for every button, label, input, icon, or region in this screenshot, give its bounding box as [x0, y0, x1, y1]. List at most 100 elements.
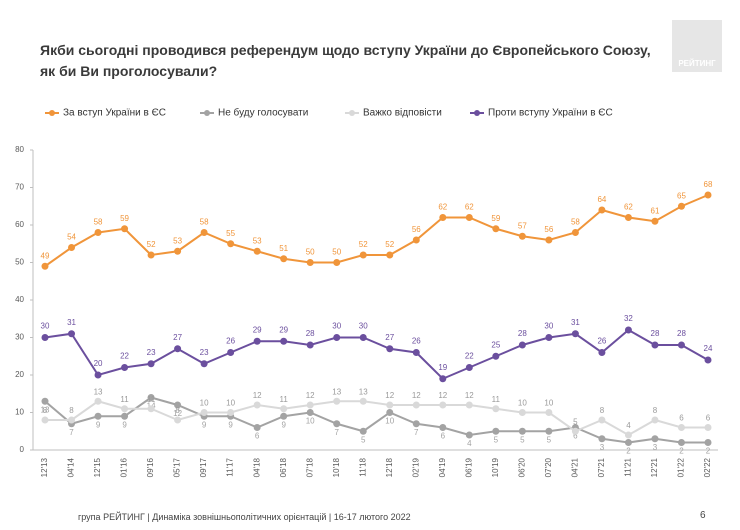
- data-label: 3: [600, 443, 605, 452]
- x-tick-label: 09'16: [146, 457, 155, 477]
- x-tick-label: 10'19: [491, 457, 500, 477]
- data-label: 6: [441, 432, 446, 441]
- data-label: 59: [491, 214, 500, 223]
- x-tick-label: 11'21: [624, 457, 633, 476]
- data-point: [333, 259, 341, 266]
- data-point: [571, 427, 579, 435]
- data-label: 5: [520, 435, 525, 444]
- data-label: 8: [600, 406, 605, 415]
- data-label: 9: [122, 420, 127, 429]
- data-point: [465, 401, 473, 409]
- data-point: [624, 214, 632, 221]
- data-point: [147, 360, 155, 368]
- x-tick-label: 06'19: [464, 457, 473, 477]
- y-tick-label: 40: [15, 295, 24, 304]
- data-point: [598, 206, 606, 214]
- data-label: 11: [492, 395, 501, 404]
- data-label: 13: [332, 387, 341, 396]
- x-tick-label: 12'13: [40, 457, 49, 477]
- data-point: [386, 409, 394, 416]
- data-point: [359, 397, 367, 405]
- data-label: 30: [41, 322, 50, 331]
- data-label: 58: [200, 218, 209, 227]
- data-point: [651, 435, 659, 443]
- data-label: 11: [120, 395, 129, 404]
- data-label: 68: [704, 180, 713, 189]
- data-label: 10: [226, 399, 235, 408]
- data-point: [147, 405, 155, 413]
- data-label: 53: [253, 236, 262, 245]
- x-tick-label: 06'18: [279, 457, 288, 477]
- x-tick-label: 02'19: [411, 457, 420, 477]
- data-label: 9: [202, 420, 207, 429]
- data-label: 50: [306, 248, 315, 257]
- data-point: [200, 360, 208, 368]
- data-point: [227, 409, 235, 416]
- data-label: 12: [253, 391, 262, 400]
- data-label: 10: [200, 399, 209, 408]
- data-point: [598, 416, 606, 424]
- data-label: 9: [281, 420, 286, 429]
- data-point: [280, 255, 288, 263]
- data-label: 19: [438, 363, 447, 372]
- x-tick-label: 05'17: [173, 457, 182, 477]
- data-point: [704, 191, 712, 199]
- data-label: 26: [412, 337, 421, 346]
- data-point: [651, 341, 659, 349]
- data-point: [253, 401, 261, 409]
- data-label: 6: [679, 414, 684, 423]
- data-point: [68, 244, 76, 251]
- data-label: 27: [385, 333, 394, 342]
- data-label: 28: [518, 329, 527, 338]
- data-point: [704, 356, 712, 364]
- y-tick-label: 0: [20, 445, 25, 454]
- data-label: 59: [120, 214, 129, 223]
- data-point: [94, 229, 102, 236]
- data-point: [333, 334, 341, 341]
- data-label: 58: [94, 218, 103, 227]
- data-point: [439, 424, 447, 431]
- data-point: [518, 409, 526, 416]
- data-point: [253, 247, 261, 255]
- data-point: [518, 341, 526, 349]
- data-label: 50: [332, 248, 341, 257]
- data-label: 5: [494, 435, 499, 444]
- data-label: 6: [573, 432, 578, 441]
- data-point: [492, 352, 500, 360]
- data-point: [147, 251, 155, 259]
- data-point: [174, 401, 182, 409]
- y-tick-label: 60: [15, 220, 24, 229]
- data-point: [306, 259, 314, 266]
- data-point: [492, 225, 500, 233]
- data-point: [598, 435, 606, 443]
- data-point: [518, 427, 526, 435]
- data-label: 2: [626, 447, 631, 456]
- legend-marker: [49, 110, 55, 116]
- legend-label: Важко відповісти: [363, 108, 442, 119]
- data-label: 4: [467, 439, 472, 448]
- data-label: 8: [69, 406, 74, 415]
- data-label: 10: [518, 399, 527, 408]
- data-point: [200, 409, 208, 416]
- x-tick-label: 07'18: [305, 457, 314, 477]
- data-point: [439, 401, 447, 409]
- data-point: [651, 217, 659, 225]
- data-label: 5: [573, 417, 578, 426]
- series-line: [44, 194, 709, 268]
- data-label: 26: [597, 337, 606, 346]
- data-point: [624, 326, 632, 334]
- data-point: [253, 424, 261, 431]
- series-line: [44, 396, 708, 444]
- legend-label: Не буду голосувати: [218, 107, 308, 119]
- data-point: [545, 334, 553, 341]
- series-line: [44, 328, 709, 380]
- data-label: 27: [173, 333, 182, 342]
- data-label: 52: [147, 240, 156, 249]
- y-tick-label: 30: [15, 333, 24, 342]
- data-point: [121, 405, 129, 413]
- data-label: 12: [173, 409, 182, 418]
- data-label: 11: [280, 395, 289, 404]
- data-label: 7: [414, 428, 419, 437]
- data-point: [41, 416, 49, 424]
- data-point: [174, 416, 182, 424]
